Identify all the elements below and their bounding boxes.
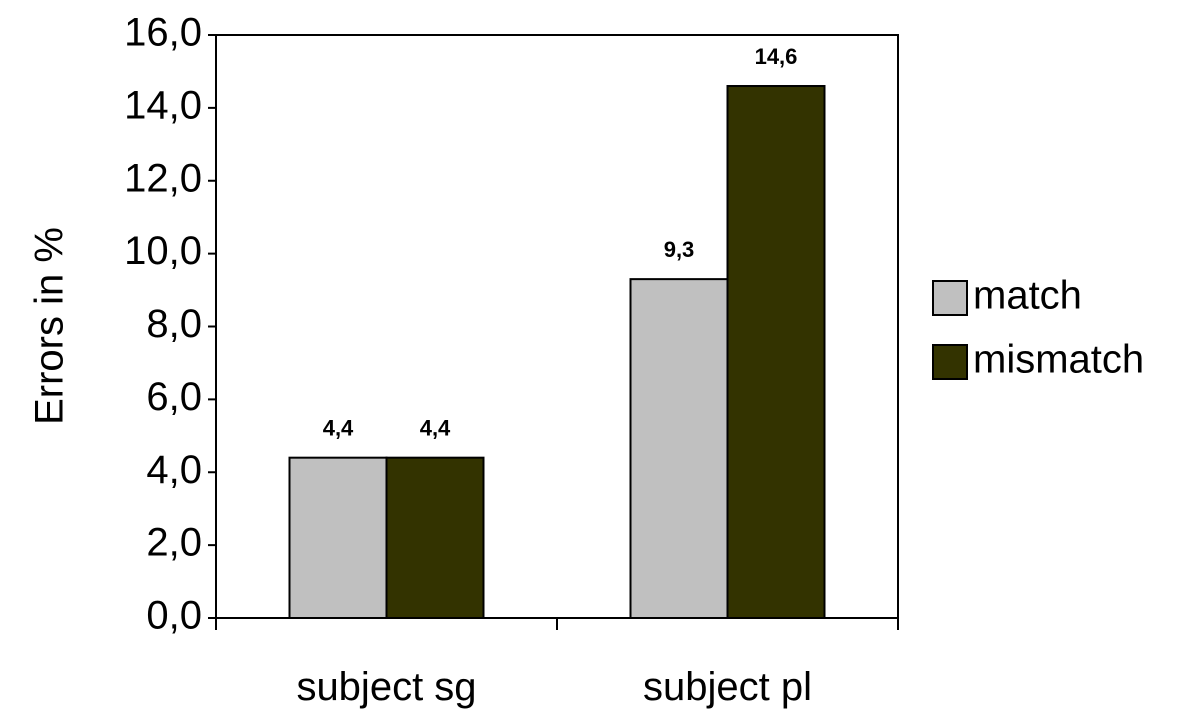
y-tick-label: 16,0 [124,11,202,55]
bar-value-label: 4,4 [420,416,451,441]
y-tick-label: 4,0 [146,448,202,492]
bar-mismatch [726,85,826,619]
bar-value-label: 14,6 [755,44,798,69]
bar-match [629,278,729,619]
y-tick-label: 2,0 [146,521,202,565]
y-tick-label: 12,0 [124,156,202,200]
x-category-label: subject pl [643,665,812,709]
bar-match [288,456,388,619]
y-tick-label: 14,0 [124,83,202,127]
y-tick-label: 6,0 [146,375,202,419]
y-axis-title: Errors in % [28,227,72,425]
legend-swatch-mismatch [932,344,968,380]
y-tick-label: 0,0 [146,594,202,638]
bar-value-label: 9,3 [664,237,695,262]
y-axis-ticks: 0,0 2,0 4,0 6,0 8,0 10,0 12,0 14,0 16,0 [124,11,216,638]
bar-mismatch [385,456,485,619]
legend-label: mismatch [973,338,1144,382]
x-axis-ticks: subject sg subject pl [215,618,899,709]
data-labels: 4,4 4,4 9,3 14,6 [323,44,798,441]
legend: match mismatch [932,274,1144,382]
legend-swatch-match [932,280,968,316]
bar-value-label: 4,4 [323,416,354,441]
legend-label: match [973,274,1082,318]
y-tick-label: 8,0 [146,302,202,346]
x-category-label: subject sg [296,665,476,709]
bars [288,85,826,619]
y-tick-label: 10,0 [124,229,202,273]
